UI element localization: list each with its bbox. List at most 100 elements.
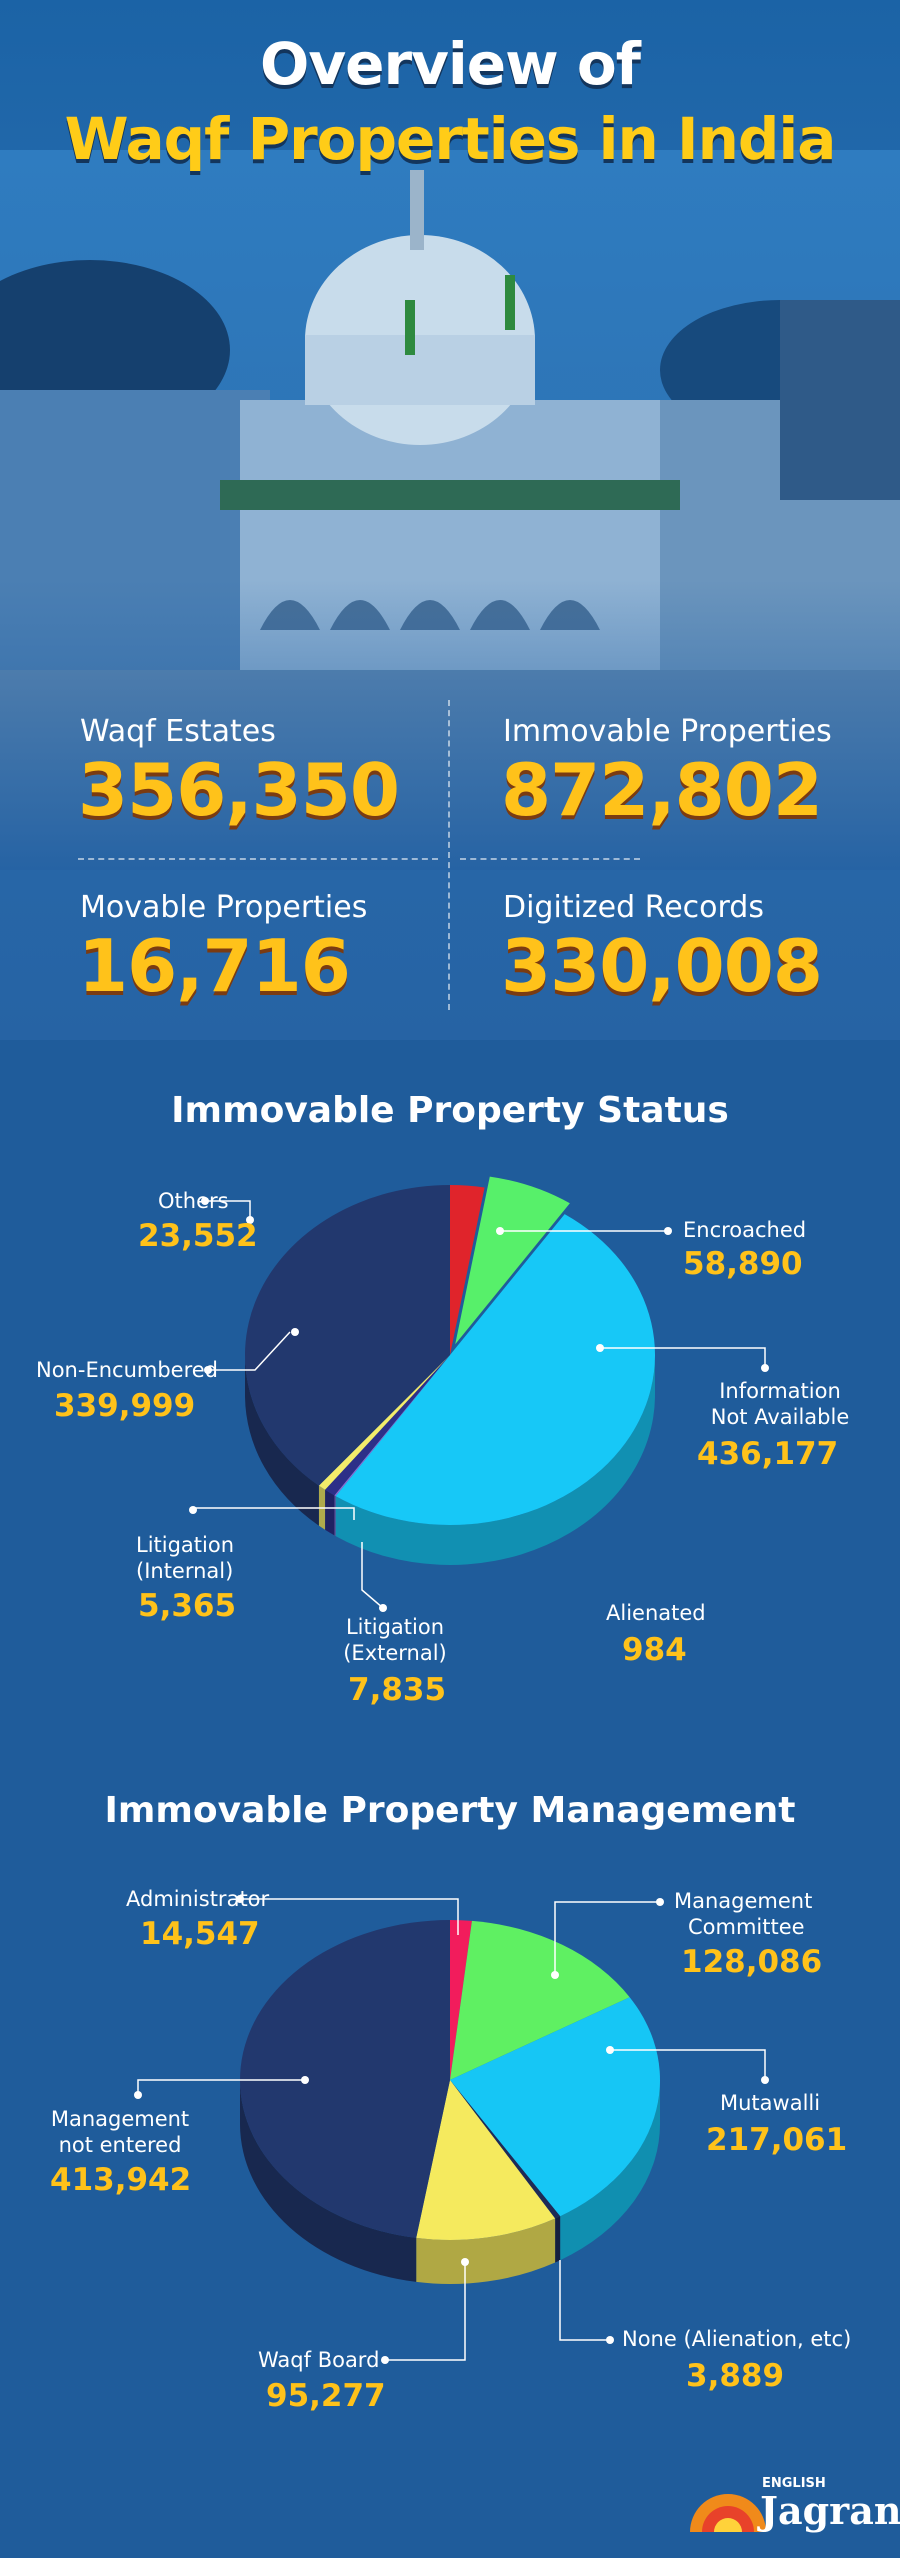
leader-end-notentered — [301, 2076, 309, 2084]
admin-label: Administrator — [126, 1887, 270, 1911]
leader-dot-litext — [379, 1604, 387, 1612]
alienated-label: Alienated — [606, 1601, 706, 1625]
leader-notentered — [137, 2079, 305, 2095]
waqf-board-label: Waqf Board — [258, 2348, 380, 2372]
alienated-value: 984 — [622, 1632, 687, 1668]
info-label-1: Information — [719, 1379, 841, 1403]
mgmt-label-2: Committee — [688, 1915, 805, 1939]
lit-int-value: 5,365 — [138, 1588, 237, 1624]
brand-small: ENGLISH — [762, 2476, 826, 2491]
info-label-2: Not Available — [710, 1405, 850, 1429]
not-entered-label-2: not entered — [58, 2133, 182, 2157]
leader-dot-info — [761, 1364, 769, 1372]
chart0-slice-0 — [450, 1185, 485, 1355]
chart1-slice-side-2 — [560, 2080, 660, 2261]
waqf-board-value: 95,277 — [266, 2378, 386, 2414]
lit-ext-label-1: Litigation — [345, 1615, 445, 1639]
chart1-slice-4 — [416, 2080, 556, 2240]
chart1-slice-side-4 — [416, 2218, 556, 2284]
leader-dot-waqfboard — [381, 2356, 389, 2364]
non-enc-value: 339,999 — [54, 1388, 196, 1424]
none-label: None (Alienation, etc) — [622, 2327, 852, 2351]
others-label: Others — [158, 1189, 229, 1213]
lit-ext-value: 7,835 — [348, 1672, 447, 1708]
management-chart-title: Immovable Property Management — [104, 1790, 796, 1831]
leader-end-mgmt — [551, 1971, 559, 1979]
movable-label: Movable Properties — [80, 890, 368, 925]
chart0-slice-2 — [335, 1214, 656, 1526]
status-chart-title: Immovable Property Status — [171, 1090, 729, 1131]
admin-value: 14,547 — [140, 1916, 260, 1952]
chart0-slice-1 — [455, 1176, 570, 1345]
mgmt-value: 128,086 — [681, 1944, 823, 1980]
leader-dot-others — [201, 1197, 209, 1205]
chart0-slice-5 — [318, 1355, 450, 1490]
leader-mutawalli — [610, 2049, 766, 2080]
chart1-slice-3 — [450, 2080, 561, 2219]
lit-int-label-2: (Internal) — [136, 1559, 234, 1583]
leader-dot-nonenc — [204, 1366, 212, 1374]
digitized-label: Digitized Records — [503, 890, 764, 925]
jagran-logo — [690, 2494, 766, 2532]
stats-horizontal-divider-left — [78, 858, 438, 860]
leader-waqfboard — [385, 2262, 466, 2361]
chart0-slice-3 — [334, 1355, 450, 1497]
info-value: 436,177 — [697, 1436, 839, 1472]
chart0-slice-side-3 — [334, 1495, 336, 1537]
lit-ext-label-2: (External) — [343, 1641, 447, 1665]
mgmt-label-1: Management — [674, 1889, 813, 1913]
chart1-slice-1 — [450, 1920, 630, 2080]
chart0-slice-6 — [244, 1185, 450, 1486]
chart1-slice-side-3 — [555, 2216, 561, 2263]
leader-nonenc — [208, 1331, 291, 1371]
leader-admin — [240, 1898, 459, 1935]
shrine-illustration — [0, 150, 900, 870]
encroached-label: Encroached — [683, 1218, 807, 1242]
chart0-slice-side-4 — [325, 1489, 335, 1536]
leader-litext — [361, 1542, 384, 1609]
chart1-slice-5 — [239, 1920, 450, 2238]
page-title-line2: Waqf Properties in India — [64, 105, 837, 173]
stats-vertical-divider — [448, 700, 450, 1010]
leader-end-mutawalli — [606, 2046, 614, 2054]
leader-dot-none — [606, 2336, 614, 2344]
leader-dot-admin — [236, 1895, 244, 1903]
leader-mgmt — [554, 1901, 660, 1975]
non-enc-label: Non-Encumbered — [36, 1358, 219, 1382]
leader-none — [559, 2260, 610, 2341]
leader-dot-mgmt — [656, 1898, 664, 1906]
stats-horizontal-divider-right — [460, 858, 640, 860]
immovable-value: 872,802 — [501, 748, 823, 832]
waqf-estates-label: Waqf Estates — [80, 714, 276, 749]
hero-section: Overview of Waqf Properties in India Waq… — [0, 0, 900, 1040]
mutawalli-value: 217,061 — [706, 2122, 848, 2158]
chart1-slice-0 — [450, 1920, 472, 2080]
leader-end-info — [596, 1344, 604, 1352]
none-value: 3,889 — [686, 2358, 785, 2394]
chart0-slice-side-2 — [335, 1355, 655, 1565]
leader-dot-encroached — [664, 1227, 672, 1235]
leader-dot-litint — [189, 1506, 197, 1514]
lit-int-label-1: Litigation — [136, 1533, 235, 1557]
leader-end-nonenc — [291, 1328, 299, 1336]
leader-dot-notentered — [134, 2091, 142, 2099]
not-entered-value: 413,942 — [50, 2162, 192, 2198]
leader-info — [600, 1347, 766, 1368]
digitized-value: 330,008 — [501, 924, 823, 1008]
leader-end-others — [246, 1216, 254, 1224]
waqf-estates-value: 356,350 — [78, 748, 400, 832]
leader-others — [205, 1200, 251, 1220]
leader-end-waqfboard — [461, 2258, 469, 2266]
movable-value: 16,716 — [78, 924, 351, 1008]
chart0-slice-4 — [325, 1355, 450, 1496]
immovable-label: Immovable Properties — [503, 714, 832, 749]
encroached-value: 58,890 — [683, 1246, 803, 1282]
page-title-line1: Overview of — [260, 30, 641, 98]
mutawalli-label: Mutawalli — [720, 2091, 821, 2115]
leader-end-encroached — [496, 1227, 504, 1235]
chart1-slice-side-5 — [240, 2080, 417, 2282]
others-value: 23,552 — [138, 1218, 258, 1254]
chart0-slice-side-6 — [245, 1355, 319, 1526]
brand-big: Jagran — [760, 2488, 900, 2533]
